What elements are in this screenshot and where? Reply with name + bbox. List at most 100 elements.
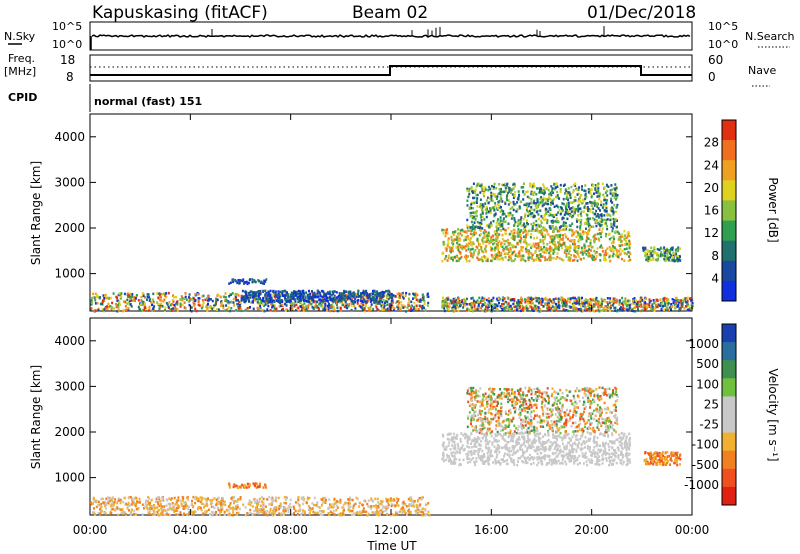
power-scatter-cell [224, 309, 227, 312]
power-scatter-cell [497, 223, 500, 227]
power-scatter-cell [660, 302, 663, 306]
power-scatter-cell [499, 254, 502, 257]
power-scatter-cell [190, 306, 193, 309]
velocity-scatter-cell [104, 507, 107, 510]
power-scatter-cell [536, 187, 538, 190]
power-scatter-cell [509, 242, 512, 245]
velocity-scatter-cell [203, 511, 206, 515]
power-scatter-cell [181, 299, 184, 302]
power-scatter-cell [129, 299, 132, 303]
power-scatter-cell [503, 212, 506, 216]
velocity-scatter-cell [275, 496, 277, 500]
power-scatter-cell [623, 248, 626, 251]
power-scatter-cell [153, 305, 156, 308]
power-scatter-cell [421, 307, 424, 310]
velocity-scatter-cell [349, 496, 352, 499]
power-scatter-cell [384, 308, 387, 312]
power-scatter-cell [372, 289, 374, 293]
power-scatter-cell [585, 249, 588, 253]
power-scatter-cell [490, 194, 493, 198]
power-scatter-cell [560, 225, 563, 228]
power-scatter-cell [308, 289, 310, 293]
power-scatter-cell [656, 299, 659, 302]
power-scatter-cell [558, 229, 561, 232]
power-scatter-cell [551, 214, 554, 217]
power-scatter-cell [215, 297, 218, 301]
power-scatter-cell [505, 232, 508, 236]
velocity-scatter-cell [177, 506, 180, 509]
power-scatter-cell [603, 214, 606, 217]
power-scatter-cell [565, 235, 568, 238]
power-scatter-cell [559, 206, 562, 209]
velocity-scatter-cell [168, 497, 171, 500]
power-scatter-cell [175, 295, 177, 299]
power-scatter-cell [461, 247, 464, 251]
power-scatter-cell [550, 306, 553, 310]
power-scatter-cell [479, 229, 482, 232]
power-scatter-cell [238, 306, 241, 309]
power-scatter-cell [608, 259, 611, 263]
power-scatter-cell [674, 301, 677, 304]
power-scatter-cell [503, 297, 506, 300]
velocity-scatter-cell [92, 496, 95, 500]
power-scatter-cell [441, 299, 444, 303]
power-scatter-cell [572, 189, 575, 192]
power-scatter-cell [496, 257, 499, 261]
velocity-scatter-cell [328, 498, 331, 501]
power-scatter-cell [653, 248, 656, 251]
power-scatter-cell [565, 308, 568, 312]
power-scatter-cell [638, 304, 641, 308]
power-scatter-cell [659, 254, 662, 258]
velocity-scatter-cell [235, 513, 238, 516]
power-scatter-cell [481, 185, 484, 189]
power-scatter-cell [477, 304, 480, 308]
power-scatter-cell [454, 308, 457, 311]
power-scatter-cell [364, 304, 367, 307]
nave-label: Nave [748, 64, 776, 77]
freq-tick-bottom: 8 [66, 70, 74, 84]
power-scatter-cell [585, 218, 588, 221]
power-scatter-cell [444, 298, 447, 301]
power-scatter-cell [106, 307, 109, 311]
velocity-scatter-cell [329, 503, 331, 506]
power-scatter-cell [158, 307, 161, 311]
power-scatter-cell [140, 295, 143, 299]
power-scatter-cell [273, 304, 276, 307]
power-scatter-cell [456, 241, 459, 245]
power-scatter-cell [307, 293, 310, 296]
power-scatter-cell [604, 308, 607, 312]
power-scatter-cell [447, 296, 450, 300]
power-scatter-cell [338, 298, 341, 301]
power-scatter-cell [579, 226, 582, 229]
power-scatter-cell [469, 250, 472, 254]
power-scatter-cell [451, 241, 453, 244]
power-scatter-cell [165, 292, 168, 295]
power-scatter-cell [194, 292, 197, 296]
power-scatter-cell [290, 297, 293, 300]
power-scatter-cell [513, 298, 516, 301]
power-scatter-cell [404, 305, 407, 308]
velocity-scatter-cell [200, 498, 203, 502]
power-scatter-cell [323, 306, 326, 310]
velocity-scatter-cell [136, 500, 139, 504]
power-scatter-cell [574, 302, 576, 305]
power-scatter-cell [383, 308, 386, 311]
power-scatter-cell [486, 259, 489, 263]
power-scatter-cell [561, 246, 563, 250]
power-scatter-cell [603, 196, 606, 199]
power-scatter-cell [619, 238, 622, 241]
power-scatter-cell [543, 297, 546, 301]
power-scatter-cell [563, 242, 566, 245]
power-scatter-cell [339, 309, 342, 312]
power-scatter-cell [552, 239, 555, 242]
power-scatter-cell [471, 306, 473, 309]
power-scatter-cell [592, 207, 595, 210]
power-scatter-cell [548, 251, 551, 255]
power-scatter-cell [249, 306, 251, 309]
nave-tick-bottom: 0 [708, 70, 716, 84]
power-scatter-cell [522, 185, 525, 189]
power-scatter-cell [545, 251, 548, 254]
power-scatter-cell [569, 246, 572, 249]
power-scatter-cell [498, 301, 500, 305]
power-scatter-cell [566, 217, 569, 221]
